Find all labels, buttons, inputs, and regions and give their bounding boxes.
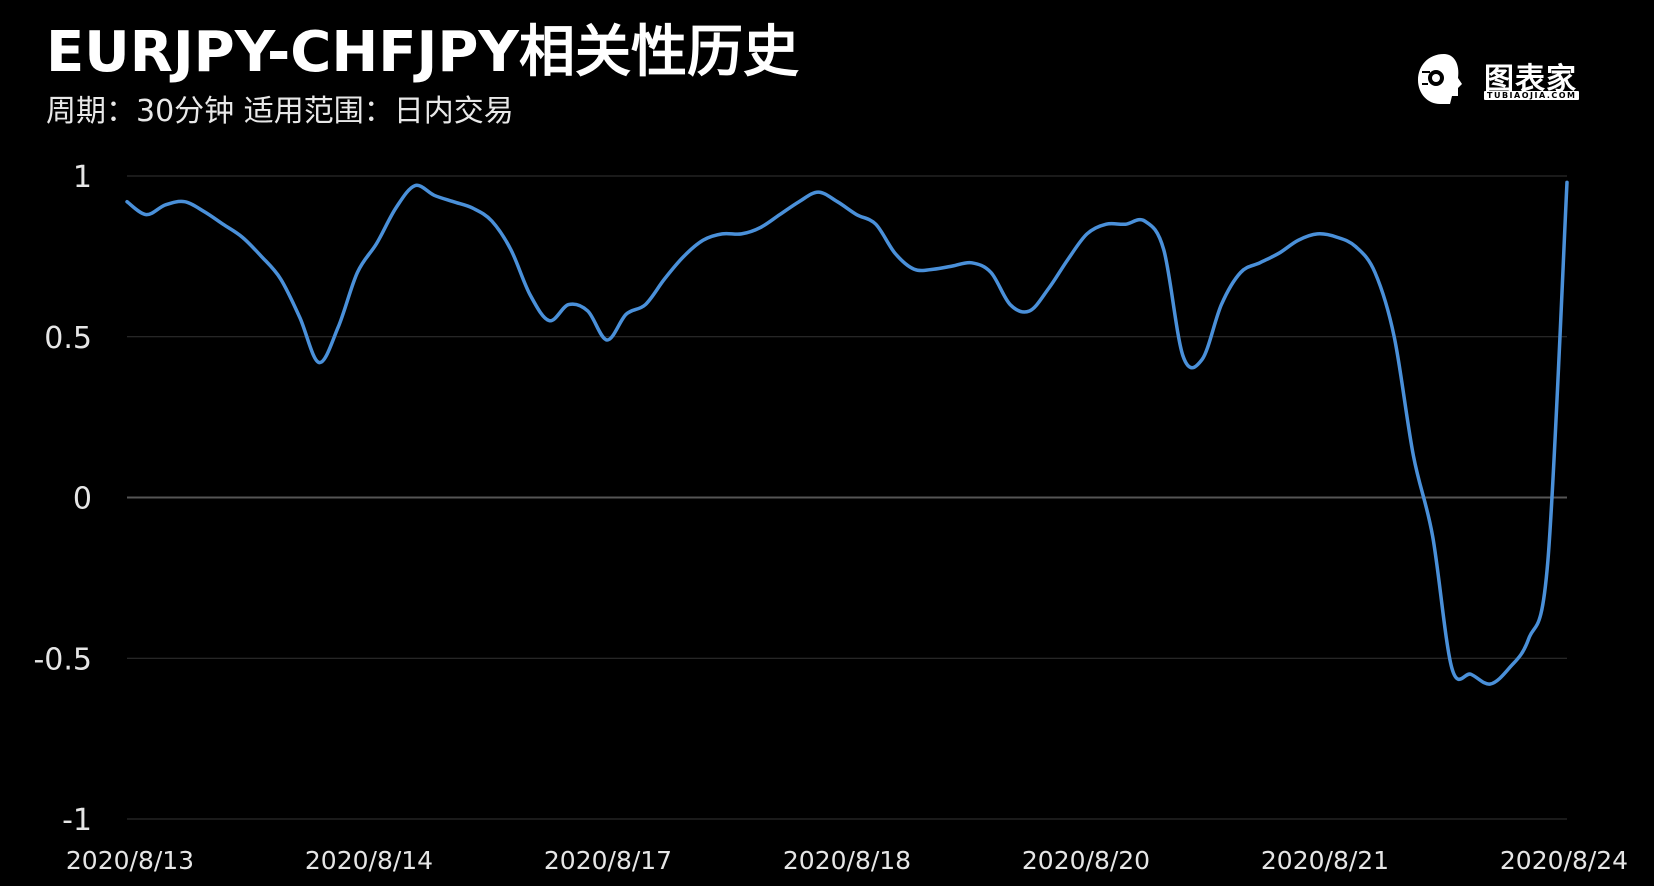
- series-line: [125, 180, 1569, 686]
- x-tick-label: 2020/8/14: [305, 846, 433, 875]
- x-tick-label: 2020/8/20: [1022, 846, 1150, 875]
- x-axis-ticks: 2020/8/13 2020/8/14 2020/8/17 2020/8/18 2020…: [66, 846, 1628, 875]
- series-layer: [125, 180, 1569, 686]
- brand-logo[interactable]: 图表家 TUBIAOJIA.COM: [1414, 50, 1594, 110]
- y-tick-label: 0.5: [44, 321, 92, 356]
- y-tick-label: 1: [73, 160, 92, 195]
- x-tick-label: 2020/8/24: [1500, 846, 1628, 875]
- x-tick-label: 2020/8/18: [783, 846, 911, 875]
- grid-layer: [127, 175, 1567, 820]
- y-tick-label: 0: [73, 482, 92, 517]
- robot-head-icon: [1418, 54, 1462, 104]
- y-tick-label: -0.5: [33, 642, 92, 677]
- chart-subtitle: 周期：30分钟 适用范围：日内交易: [46, 94, 514, 129]
- y-tick-label: -1: [62, 803, 92, 838]
- x-tick-label: 2020/8/21: [1261, 846, 1389, 875]
- logo-subtext: TUBIAOJIA.COM: [1484, 91, 1580, 100]
- x-tick-label: 2020/8/17: [544, 846, 672, 875]
- x-tick-label: 2020/8/13: [66, 846, 194, 875]
- y-axis-ticks: 1 0.5 0 -0.5 -1: [33, 160, 92, 838]
- chart-title: EURJPY-CHFJPY相关性历史: [46, 20, 799, 85]
